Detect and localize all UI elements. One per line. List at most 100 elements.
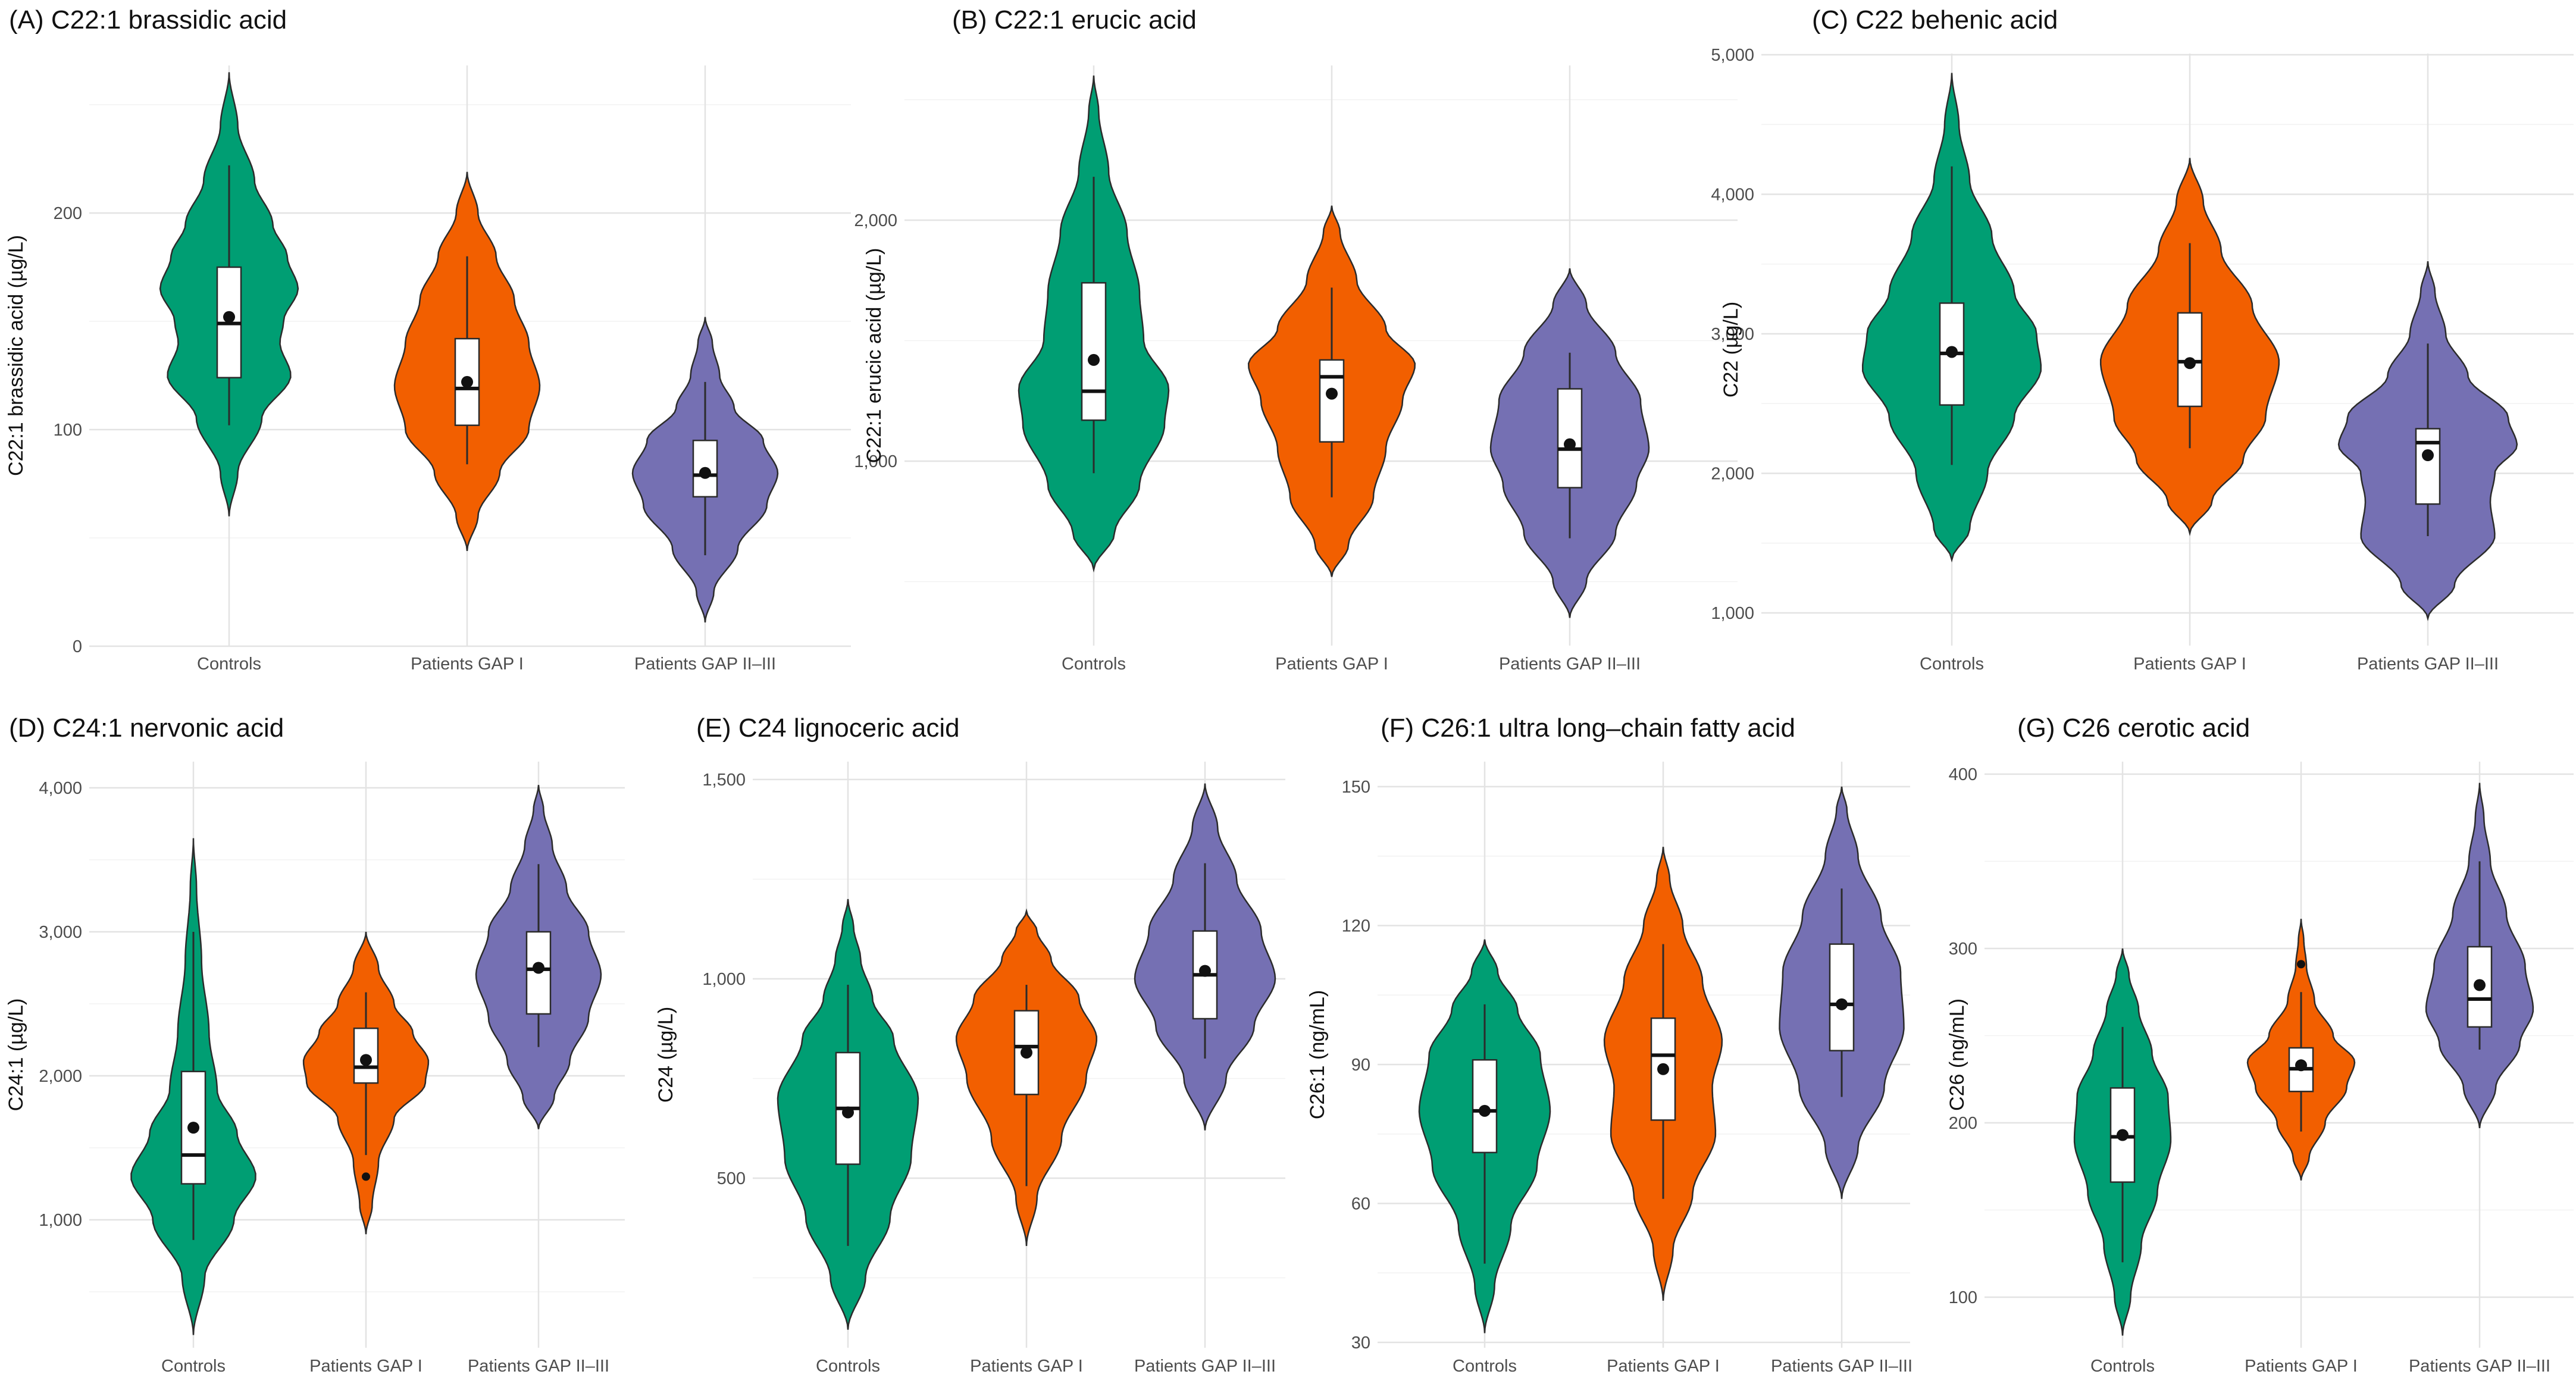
panel-title: (E) C24 lignoceric acid (696, 713, 960, 743)
x-tick-label: Patients GAP I (970, 1357, 1083, 1376)
x-tick-label: Controls (816, 1357, 880, 1376)
y-tick-label: 30 (1351, 1333, 1370, 1353)
mean-point (2117, 1129, 2129, 1141)
mean-point (1564, 438, 1576, 450)
series-gap-i (1247, 205, 1416, 577)
panel-title: (A) C22:1 brassidic acid (9, 5, 287, 35)
y-tick-label: 90 (1351, 1056, 1370, 1075)
mean-point (1326, 387, 1338, 400)
outlier-point (2297, 960, 2305, 969)
series-controls (1861, 73, 2042, 563)
y-tick-label: 300 (1949, 940, 1977, 959)
panel-g: 100 200 300 400 Controls Patients GAP I Patien… (1946, 713, 2574, 1376)
mean-point (2295, 1059, 2307, 1072)
panel-e: 500 1,000 1,500 Controls Patients GAP I Patie… (655, 713, 1285, 1376)
series-gap-i (1603, 847, 1723, 1301)
mean-point (223, 311, 235, 323)
x-tick-label: Controls (2090, 1357, 2155, 1376)
y-tick-label: 2,000 (39, 1067, 82, 1086)
x-tick-label: Patients GAP II–III (1499, 655, 1641, 674)
panel-title: (B) C22:1 erucic acid (952, 5, 1197, 35)
panel-title: (F) C26:1 ultra long–chain fatty acid (1381, 713, 1795, 743)
x-tick-label: Controls (1062, 655, 1126, 674)
y-tick-label: 0 (73, 637, 82, 656)
series-controls (2073, 948, 2172, 1336)
x-tick-label: Patients GAP I (1607, 1357, 1720, 1376)
panel-title: (G) C26 cerotic acid (2017, 713, 2250, 743)
x-tick-label: Patients GAP I (309, 1357, 422, 1376)
y-tick-label: 1,000 (702, 970, 746, 989)
x-tick-label: Patients GAP II–III (1771, 1357, 1913, 1376)
y-axis-label: C26 (ng/mL) (1946, 998, 1968, 1111)
y-tick-label: 60 (1351, 1195, 1370, 1214)
panel-c: 1,000 2,000 3,000 4,000 5,000 Controls Patient… (1711, 5, 2574, 674)
mean-point (1836, 998, 1848, 1010)
y-tick-label: 500 (717, 1169, 746, 1188)
x-tick-label: Controls (1453, 1357, 1517, 1376)
y-tick-label: 400 (1949, 765, 1977, 784)
series-controls (159, 72, 299, 516)
series-controls (130, 838, 256, 1335)
series-gap-ii-iii (2337, 261, 2518, 621)
series-gap-ii-iii (1134, 783, 1276, 1131)
series-gap-i (2246, 919, 2356, 1181)
y-tick-label: 3,000 (1711, 325, 1754, 344)
y-axis-label: C22:1 erucic acid (µg/L) (863, 248, 885, 464)
mean-point (1199, 965, 1211, 977)
y-tick-label: 2,000 (854, 211, 897, 230)
panel-title: (C) C22 behenic acid (1812, 5, 2058, 35)
series-gap-i (393, 171, 541, 551)
y-axis-label: C26:1 (ng/mL) (1306, 990, 1329, 1119)
mean-point (699, 467, 711, 479)
mean-point (533, 962, 544, 974)
series-gap-ii-iii (2425, 782, 2534, 1128)
y-axis-label: C22 (µg/L) (1720, 302, 1742, 397)
y-tick-label: 150 (1342, 778, 1370, 797)
y-axis-label: C24 (µg/L) (655, 1007, 677, 1103)
x-tick-label: Patients GAP I (411, 655, 524, 674)
y-tick-label: 1,000 (39, 1211, 82, 1230)
mean-point (842, 1106, 854, 1119)
mean-point (1946, 346, 1958, 358)
mean-point (1021, 1046, 1032, 1059)
mean-point (461, 375, 473, 388)
box (1081, 282, 1107, 421)
y-tick-label: 120 (1342, 917, 1370, 936)
mean-point (2474, 979, 2486, 991)
y-tick-label: 100 (1949, 1288, 1977, 1307)
x-tick-label: Patients GAP I (1275, 655, 1388, 674)
mean-point (2184, 357, 2196, 370)
y-tick-label: 4,000 (39, 779, 82, 798)
x-tick-label: Controls (1920, 655, 1984, 674)
series-controls (1418, 939, 1551, 1333)
y-tick-label: 100 (54, 421, 82, 440)
y-tick-label: 1,000 (854, 452, 897, 471)
mean-point (187, 1122, 199, 1134)
panel-d: 1,000 2,000 3,000 4,000 Controls Patients GAP… (5, 713, 625, 1376)
series-gap-i (2099, 158, 2280, 536)
series-gap-i (955, 908, 1098, 1246)
x-tick-label: Patients GAP I (2133, 655, 2246, 674)
box (1557, 388, 1583, 489)
panel-b: 1,000 2,000 Controls Patients GAP I Patients… (854, 5, 1738, 674)
y-tick-label: 200 (54, 204, 82, 223)
series-gap-i (302, 931, 430, 1235)
x-tick-label: Controls (161, 1357, 226, 1376)
series-gap-ii-iii (475, 785, 602, 1129)
mean-point (360, 1054, 372, 1066)
panel-title: (D) C24:1 nervonic acid (9, 713, 284, 743)
mean-point (1479, 1104, 1491, 1117)
outlier-point (362, 1172, 370, 1181)
y-tick-label: 1,000 (1711, 604, 1754, 623)
panel-a: 0 100 200 Controls Patients GAP I Patients GA… (5, 5, 851, 674)
y-tick-label: 4,000 (1711, 186, 1754, 205)
box (2415, 428, 2441, 505)
x-tick-label: Patients GAP II–III (634, 655, 776, 674)
series-gap-ii-iii (1779, 786, 1905, 1199)
box (1319, 359, 1345, 443)
x-tick-label: Controls (197, 655, 261, 674)
y-tick-label: 1,500 (702, 771, 746, 790)
series-gap-ii-iii (1489, 268, 1650, 618)
box (1829, 943, 1855, 1051)
